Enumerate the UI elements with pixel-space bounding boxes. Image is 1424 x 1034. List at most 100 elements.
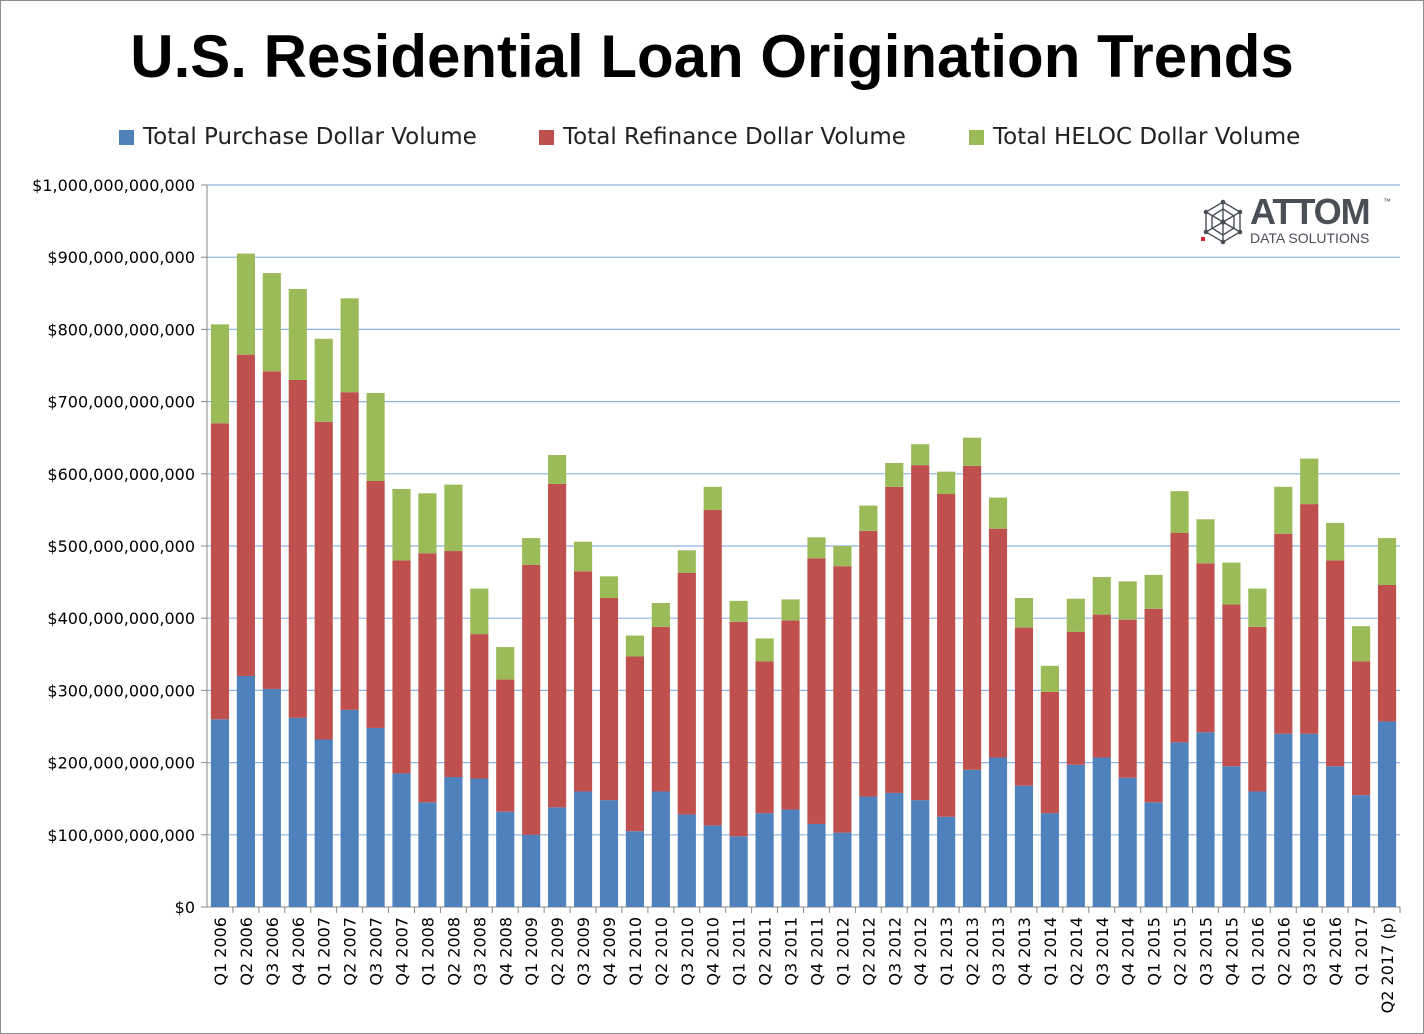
purchase-bar: [470, 778, 489, 907]
x-tick-label: Q2 2006: [237, 917, 256, 986]
refinance-bar: [755, 661, 774, 814]
x-tick-label: Q1 2017: [1352, 917, 1371, 986]
x-tick-label: Q4 2006: [289, 917, 308, 986]
purchase-bar: [1092, 757, 1111, 907]
refinance-bar: [548, 483, 567, 808]
x-tick-label: Q3 2016: [1300, 917, 1319, 986]
heloc-bar: [1248, 588, 1267, 627]
x-tick-label: Q4 2007: [393, 917, 412, 986]
purchase-bar: [651, 791, 670, 907]
x-tick-label: Q1 2009: [522, 917, 541, 986]
x-tick-label: Q2 2011: [756, 917, 775, 986]
legend-swatch-refinance: [539, 129, 554, 145]
purchase-bar: [1222, 766, 1241, 907]
purchase-bar: [703, 825, 722, 907]
chart-title: U.S. Residential Loan Origination Trends: [130, 23, 1294, 90]
refinance-bar: [418, 553, 437, 803]
x-tick-label: Q1 2016: [1248, 917, 1267, 986]
refinance-bar: [340, 392, 359, 710]
x-tick-label: Q3 2012: [885, 917, 904, 986]
y-tick-label: $0: [175, 898, 195, 917]
x-tick-label: Q1 2012: [833, 917, 852, 986]
refinance-bar: [1248, 626, 1267, 792]
legend-label-purchase: Total Purchase Dollar Volume: [143, 124, 477, 150]
refinance-bar: [651, 626, 670, 792]
purchase-bar: [988, 757, 1008, 907]
heloc-bar: [1326, 522, 1345, 561]
refinance-bar: [859, 530, 878, 797]
y-tick-label: $100,000,000,000: [47, 826, 195, 845]
network-sphere-icon: [1201, 199, 1243, 245]
refinance-bar: [807, 558, 826, 824]
heloc-bar: [392, 488, 411, 561]
x-tick-label: Q3 2009: [574, 917, 593, 986]
heloc-bar: [366, 392, 385, 482]
heloc-bar: [911, 444, 930, 466]
purchase-bar: [1248, 791, 1267, 907]
x-tick-label: Q2 2007: [341, 917, 360, 986]
x-tick-label: Q2 2014: [1067, 917, 1086, 986]
heloc-bar: [210, 324, 230, 424]
x-tick-label: Q1 2015: [1145, 917, 1164, 986]
x-tick-label: Q1 2014: [1041, 917, 1060, 986]
refinance-bar: [1274, 533, 1293, 734]
purchase-bar: [1377, 721, 1397, 907]
purchase-bar: [314, 739, 333, 907]
purchase-bar: [1196, 732, 1215, 907]
x-tick-label: Q3 2008: [470, 917, 489, 986]
purchase-bar: [444, 777, 463, 907]
refinance-bar: [1170, 533, 1189, 743]
refinance-bar: [470, 634, 489, 779]
heloc-bar: [444, 484, 463, 552]
refinance-bar: [1326, 560, 1345, 767]
heloc-bar: [1144, 574, 1163, 609]
purchase-bar: [1066, 764, 1085, 907]
heloc-bar: [1092, 577, 1111, 615]
refinance-bar: [496, 679, 515, 812]
x-tick-label: Q3 2014: [1093, 917, 1112, 986]
purchase-bar: [677, 814, 696, 907]
refinance-bar: [1066, 631, 1085, 765]
y-tick-label: $300,000,000,000: [47, 681, 195, 700]
refinance-bar: [1092, 614, 1111, 758]
logo-subtitle: DATA SOLUTIONS: [1250, 230, 1370, 246]
heloc-bar: [314, 338, 333, 422]
y-tick-label: $600,000,000,000: [47, 465, 195, 484]
legend-label-heloc: Total HELOC Dollar Volume: [993, 124, 1301, 150]
purchase-bar: [418, 802, 437, 907]
heloc-bar: [937, 471, 956, 495]
refinance-bar: [1352, 661, 1371, 796]
purchase-bar: [1326, 766, 1345, 907]
refinance-bar: [885, 486, 904, 793]
refinance-bar: [210, 423, 230, 720]
refinance-bar: [1222, 604, 1241, 767]
heloc-bar: [755, 638, 774, 662]
heloc-bar: [496, 647, 515, 680]
purchase-bar: [807, 823, 826, 907]
heloc-bar: [1014, 597, 1034, 628]
heloc-bar: [1352, 626, 1371, 662]
legend-swatch-heloc: [969, 129, 984, 145]
purchase-bar: [781, 809, 800, 907]
heloc-bar: [236, 253, 255, 355]
purchase-bar: [859, 796, 878, 907]
y-tick-label: $400,000,000,000: [47, 609, 195, 628]
refinance-bar: [1377, 584, 1397, 722]
refinance-bar: [288, 379, 307, 718]
x-tick-label: Q1 2011: [730, 917, 749, 986]
heloc-bar: [1196, 519, 1215, 564]
heloc-bar: [1118, 581, 1137, 620]
heloc-bar: [807, 537, 826, 559]
purchase-bar: [210, 719, 230, 907]
purchase-bar: [573, 791, 593, 907]
heloc-bar: [262, 273, 281, 372]
y-tick-label: $200,000,000,000: [47, 754, 195, 773]
refinance-bar: [262, 371, 281, 689]
heloc-bar: [1377, 538, 1397, 585]
refinance-bar: [833, 566, 852, 833]
refinance-bar: [937, 494, 956, 817]
heloc-bar: [703, 486, 722, 510]
refinance-bar: [1144, 608, 1163, 803]
heloc-bar: [548, 455, 567, 484]
